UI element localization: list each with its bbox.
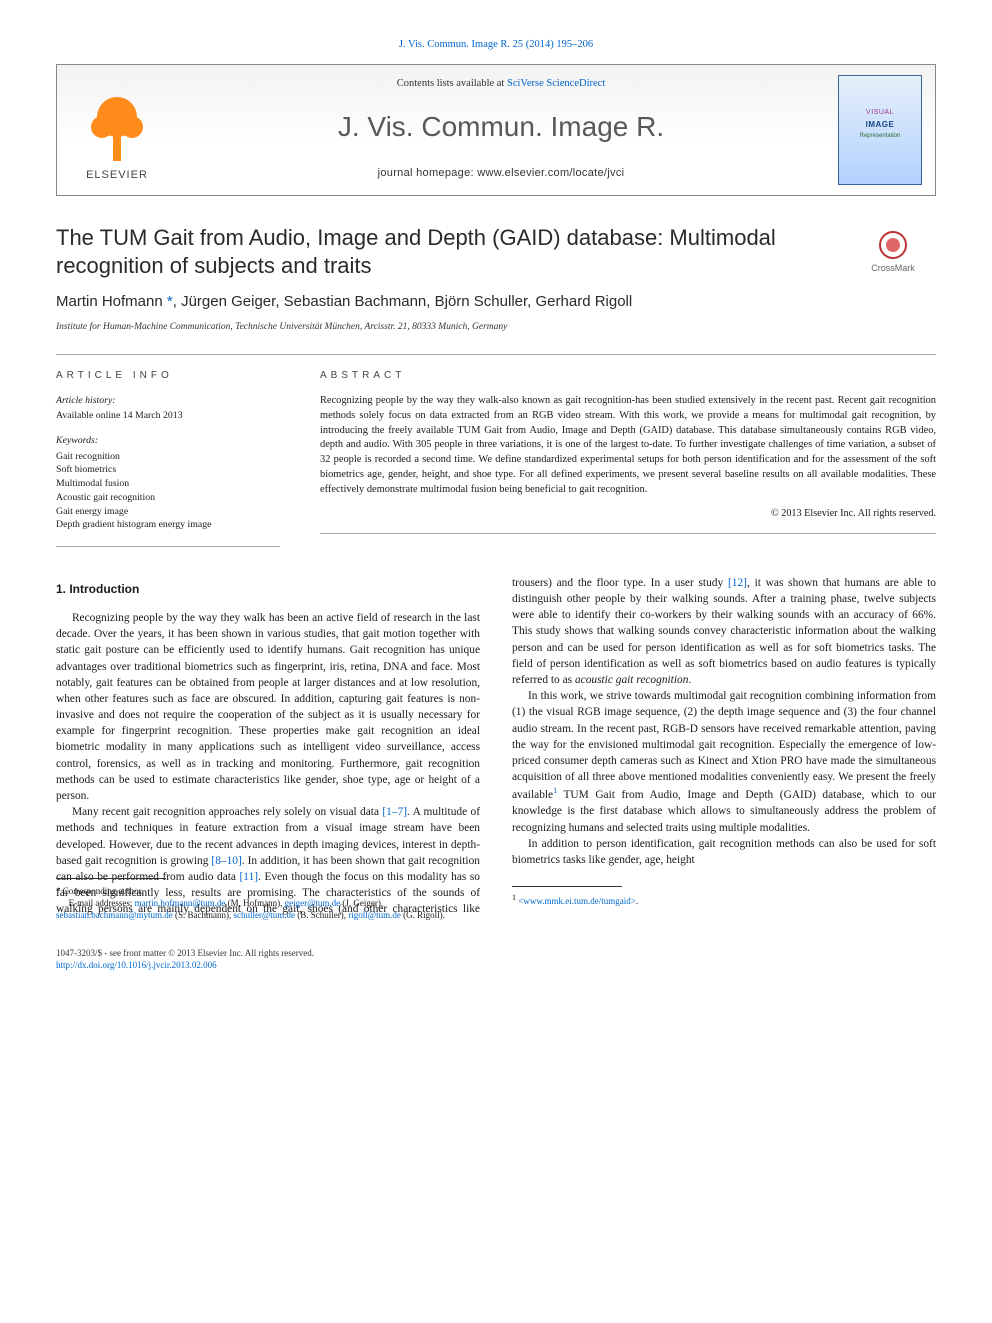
- abstract-copyright: © 2013 Elsevier Inc. All rights reserved…: [320, 507, 936, 521]
- body-para: In this work, we strive towards multimod…: [512, 688, 936, 835]
- author-2: Jürgen Geiger: [181, 293, 275, 310]
- publisher-name: ELSEVIER: [86, 168, 148, 183]
- crossmark-icon: [878, 230, 908, 260]
- journal-cover-cell: VISUAL IMAGE Representation: [825, 65, 935, 195]
- keyword-item: Depth gradient histogram energy image: [56, 518, 280, 532]
- crossmark-label: CrossMark: [871, 263, 915, 273]
- abstract-column: ABSTRACT Recognizing people by the way t…: [320, 369, 936, 547]
- article-info-label: ARTICLE INFO: [56, 369, 280, 383]
- issue-citation-link[interactable]: J. Vis. Commun. Image R. 25 (2014) 195–2…: [399, 39, 593, 50]
- issue-citation: J. Vis. Commun. Image R. 25 (2014) 195–2…: [56, 38, 936, 52]
- history-value: Available online 14 March 2013: [56, 409, 280, 422]
- body-columns: 1. Introduction Recognizing people by th…: [56, 575, 936, 918]
- page-footer: 1047-3203/$ - see front matter © 2013 El…: [56, 947, 936, 971]
- keyword-item: Gait energy image: [56, 505, 280, 519]
- history-label: Article history:: [56, 394, 280, 407]
- doi-link[interactable]: http://dx.doi.org/10.1016/j.jvcir.2013.0…: [56, 960, 217, 970]
- journal-title: J. Vis. Commun. Image R.: [185, 108, 817, 146]
- body-para: In addition to person identification, ga…: [512, 836, 936, 868]
- footnote-number: 1: [512, 893, 516, 902]
- footnote-separator: [512, 886, 622, 887]
- elsevier-logo: ELSEVIER: [86, 93, 148, 183]
- homepage-url: www.elsevier.com/locate/jvci: [477, 167, 624, 179]
- keywords-label: Keywords:: [56, 434, 280, 447]
- front-matter-line: 1047-3203/$ - see front matter © 2013 El…: [56, 947, 936, 959]
- elsevier-tree-icon: [86, 93, 148, 163]
- sciencedirect-link[interactable]: SciVerse ScienceDirect: [507, 78, 605, 89]
- email-label: E-mail addresses:: [69, 898, 133, 908]
- footnote-separator: [56, 878, 166, 879]
- keyword-item: Soft biometrics: [56, 463, 280, 477]
- homepage-prefix: journal homepage:: [378, 167, 478, 179]
- cover-text-3: Representation: [839, 132, 921, 140]
- paper-title: The TUM Gait from Audio, Image and Depth…: [56, 224, 838, 280]
- author-list: Martin Hofmann *, Jürgen Geiger, Sebasti…: [56, 292, 936, 312]
- author-email[interactable]: geiger@tum.de: [285, 898, 341, 908]
- footnote-right-block: 1 <www.mmk.ei.tum.de/tumgaid>.: [512, 886, 936, 907]
- contents-line: Contents lists available at SciVerse Sci…: [185, 77, 817, 91]
- citation-link[interactable]: [8–10]: [211, 855, 241, 867]
- keyword-item: Gait recognition: [56, 450, 280, 464]
- author-3: Sebastian Bachmann: [284, 293, 427, 310]
- keyword-item: Acoustic gait recognition: [56, 491, 280, 505]
- article-info-column: ARTICLE INFO Article history: Available …: [56, 369, 280, 547]
- author-email[interactable]: rigoll@tum.de: [348, 910, 401, 920]
- contents-prefix: Contents lists available at: [397, 78, 507, 89]
- author-1: Martin Hofmann: [56, 293, 163, 310]
- keyword-item: Multimodal fusion: [56, 477, 280, 491]
- abstract-label: ABSTRACT: [320, 369, 936, 383]
- citation-link[interactable]: [1–7]: [382, 806, 407, 818]
- corresponding-author-note: * Corresponding author.: [56, 885, 476, 897]
- author-email[interactable]: sebastian.bachmann@mytum.de: [56, 910, 173, 920]
- author-5: Gerhard Rigoll: [536, 293, 633, 310]
- crossmark-badge[interactable]: CrossMark: [850, 224, 936, 274]
- author-email[interactable]: martin.hofmann@tum.de: [135, 898, 226, 908]
- journal-homepage: journal homepage: www.elsevier.com/locat…: [185, 166, 817, 181]
- section-heading-intro: 1. Introduction: [56, 581, 480, 598]
- affiliation: Institute for Human-Machine Communicatio…: [56, 321, 936, 334]
- italic-term: acoustic gait recognition: [575, 674, 688, 686]
- abstract-text: Recognizing people by the way they walk-…: [320, 394, 936, 497]
- footnote-url[interactable]: <www.mmk.ei.tum.de/tumgaid>: [518, 896, 636, 906]
- publisher-logo-cell: ELSEVIER: [57, 65, 177, 195]
- author-email[interactable]: schuller@tum.de: [234, 910, 296, 920]
- journal-cover-thumbnail: VISUAL IMAGE Representation: [838, 75, 922, 185]
- body-para: Recognizing people by the way they walk …: [56, 610, 480, 804]
- journal-header: ELSEVIER Contents lists available at Sci…: [56, 64, 936, 196]
- citation-link[interactable]: [12]: [728, 577, 747, 589]
- author-4: Björn Schuller: [435, 293, 528, 310]
- journal-header-center: Contents lists available at SciVerse Sci…: [177, 65, 825, 195]
- cover-text-1: VISUAL: [839, 108, 921, 117]
- cover-text-2: IMAGE: [839, 120, 921, 131]
- footnote-left-block: * Corresponding author. E-mail addresses…: [56, 878, 476, 921]
